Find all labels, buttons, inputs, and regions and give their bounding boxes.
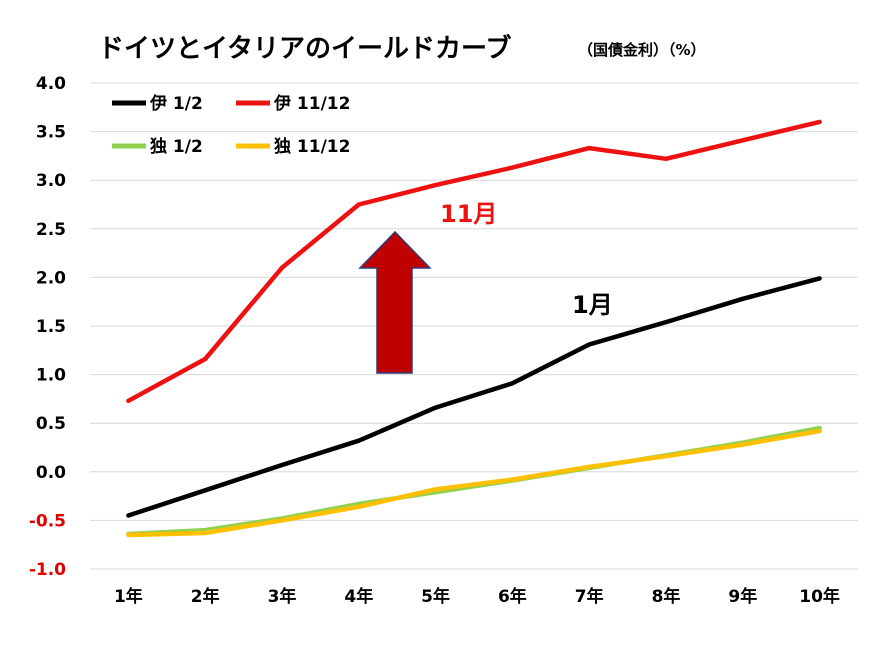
legend-label: 伊 1/2 — [149, 93, 203, 114]
y-tick-label: 0.5 — [36, 414, 66, 434]
annotations: 11月 1月 — [440, 200, 613, 319]
legend-label: 独 11/12 — [274, 136, 350, 157]
y-tick-label: 0.0 — [36, 463, 66, 483]
x-tick-label: 1年 — [114, 586, 143, 607]
series-lines — [126, 119, 822, 538]
y-tick-label: 2.5 — [36, 220, 66, 240]
legend-label: 伊 11/12 — [273, 93, 350, 114]
x-tick-label: 10年 — [799, 586, 840, 607]
x-tick-label: 7年 — [575, 586, 604, 607]
y-tick-label: 3.5 — [36, 123, 66, 143]
y-tick-label: 1.5 — [36, 317, 66, 337]
y-tick-label: 3.0 — [36, 171, 66, 191]
y-axis-ticks: 4.0 3.5 3.0 2.5 2.0 1.5 1.0 0.5 0.0 -0.5 -1.0 — [29, 74, 66, 580]
chart-subtitle: （国債金利）（%） — [578, 41, 706, 59]
x-tick-label: 9年 — [728, 586, 757, 607]
series-line-1 — [126, 276, 822, 518]
x-tick-label: 3年 — [268, 586, 297, 607]
x-tick-label: 2年 — [191, 586, 220, 607]
y-tick-label: 4.0 — [36, 74, 66, 94]
gridlines — [90, 82, 858, 570]
legend-label: 独 1/2 — [150, 136, 203, 157]
y-tick-label: -1.0 — [29, 560, 66, 580]
x-axis-ticks: 1年 2年 3年 4年 5年 6年 7年 8年 9年 10年 — [114, 586, 840, 607]
increase-arrow — [358, 230, 432, 374]
y-tick-label: 2.0 — [36, 268, 66, 288]
series-line-4 — [126, 428, 822, 538]
up-arrow-shape — [358, 230, 432, 374]
x-tick-label: 6年 — [498, 586, 527, 607]
y-tick-label: 1.0 — [36, 366, 66, 386]
series-line-2 — [126, 119, 822, 404]
legend: 伊 1/2 伊 11/12 独 1/2 独 11/12 — [112, 93, 350, 157]
chart-title: ドイツとイタリアのイールドカーブ — [98, 33, 511, 64]
annotation-label: 11月 — [440, 200, 497, 228]
y-tick-label: -0.5 — [29, 511, 66, 531]
x-tick-label: 8年 — [652, 586, 681, 607]
annotation-label: 1月 — [572, 291, 613, 319]
x-tick-label: 4年 — [344, 586, 373, 607]
x-tick-label: 5年 — [421, 586, 450, 607]
